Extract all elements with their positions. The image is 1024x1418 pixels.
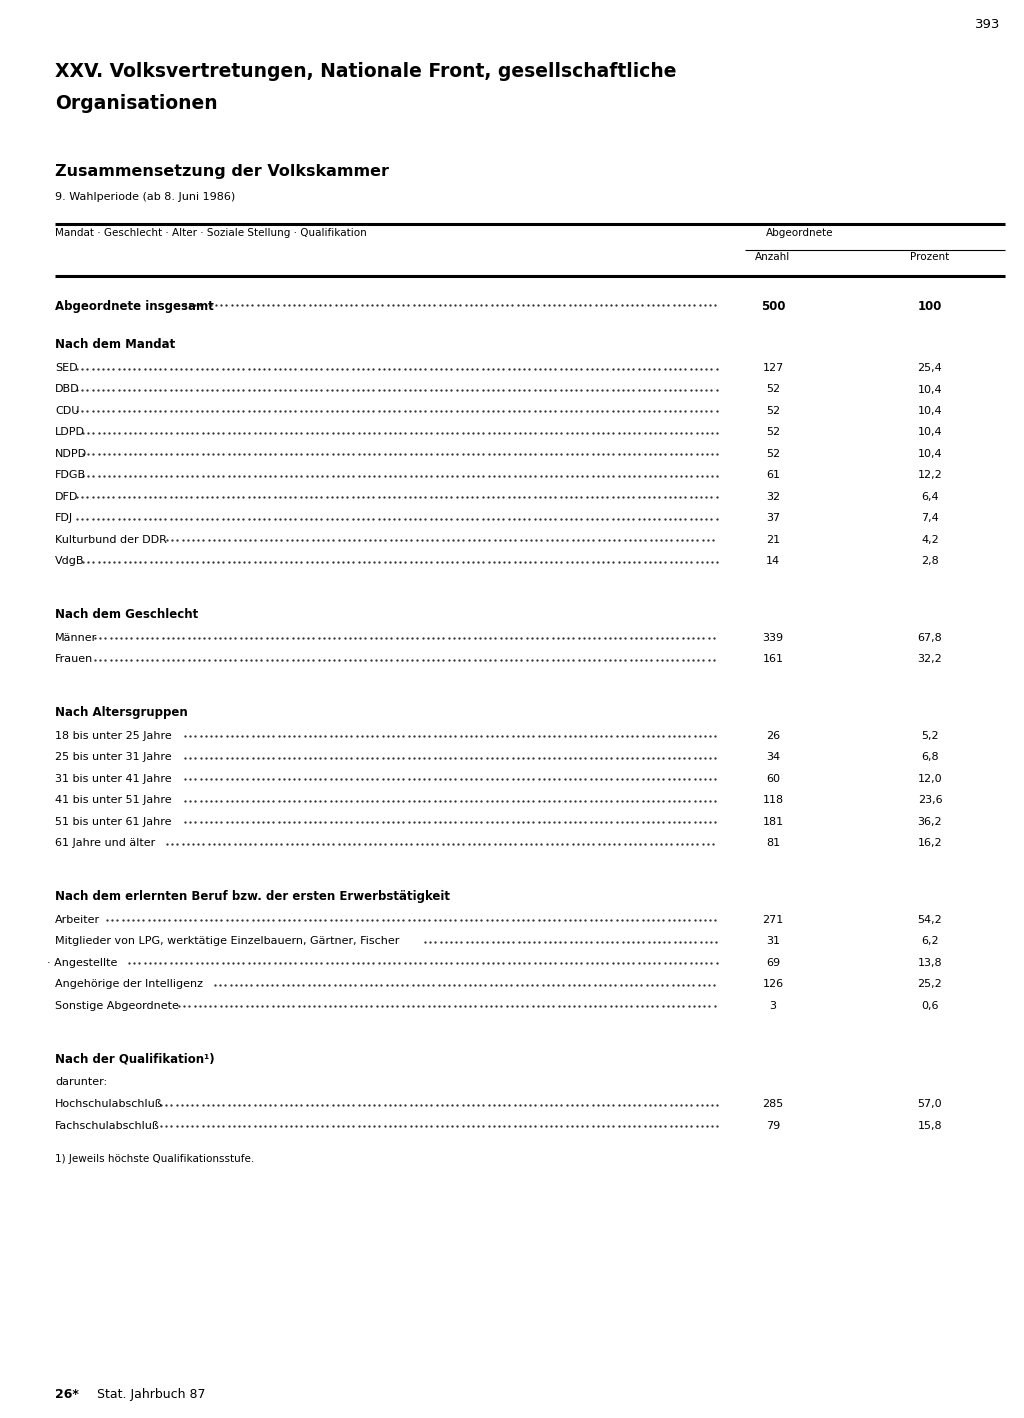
Text: Abgeordnete: Abgeordnete	[766, 228, 834, 238]
Text: 57,0: 57,0	[918, 1099, 942, 1109]
Text: Nach Altersgruppen: Nach Altersgruppen	[55, 706, 187, 719]
Text: 23,6: 23,6	[918, 795, 942, 805]
Text: 10,4: 10,4	[918, 384, 942, 394]
Text: 52: 52	[766, 406, 780, 415]
Text: Männer: Männer	[55, 632, 97, 642]
Text: 7,4: 7,4	[922, 513, 939, 523]
Text: darunter:: darunter:	[55, 1078, 108, 1088]
Text: Zusammensetzung der Volkskammer: Zusammensetzung der Volkskammer	[55, 164, 389, 179]
Text: SED: SED	[55, 363, 78, 373]
Text: 6,4: 6,4	[922, 492, 939, 502]
Text: NDPD: NDPD	[55, 450, 87, 459]
Text: 61: 61	[766, 471, 780, 481]
Text: 13,8: 13,8	[918, 959, 942, 968]
Text: 25,4: 25,4	[918, 363, 942, 373]
Text: 36,2: 36,2	[918, 817, 942, 827]
Text: 51 bis unter 61 Jahre: 51 bis unter 61 Jahre	[55, 817, 171, 827]
Text: 10,4: 10,4	[918, 406, 942, 415]
Text: Arbeiter: Arbeiter	[55, 915, 100, 925]
Text: VdgB: VdgB	[55, 556, 85, 567]
Text: 285: 285	[763, 1099, 783, 1109]
Text: XXV. Volksvertretungen, Nationale Front, gesellschaftliche: XXV. Volksvertretungen, Nationale Front,…	[55, 62, 677, 81]
Text: 0,6: 0,6	[922, 1001, 939, 1011]
Text: 4,2: 4,2	[922, 535, 939, 545]
Text: Mandat · Geschlecht · Alter · Soziale Stellung · Qualifikation: Mandat · Geschlecht · Alter · Soziale St…	[55, 228, 367, 238]
Text: 52: 52	[766, 384, 780, 394]
Text: 14: 14	[766, 556, 780, 567]
Text: Nach der Qualifikation¹): Nach der Qualifikation¹)	[55, 1052, 215, 1065]
Text: Angehörige der Intelligenz: Angehörige der Intelligenz	[55, 980, 203, 990]
Text: 500: 500	[761, 301, 785, 313]
Text: 339: 339	[763, 632, 783, 642]
Text: Stat. Jahrbuch 87: Stat. Jahrbuch 87	[97, 1388, 206, 1401]
Text: DBD: DBD	[55, 384, 80, 394]
Text: 12,2: 12,2	[918, 471, 942, 481]
Text: Sonstige Abgeordnete: Sonstige Abgeordnete	[55, 1001, 179, 1011]
Text: 31: 31	[766, 936, 780, 946]
Text: Nach dem Mandat: Nach dem Mandat	[55, 337, 175, 352]
Text: 181: 181	[763, 817, 783, 827]
Text: 69: 69	[766, 959, 780, 968]
Text: 60: 60	[766, 774, 780, 784]
Text: 41 bis unter 51 Jahre: 41 bis unter 51 Jahre	[55, 795, 172, 805]
Text: 5,2: 5,2	[922, 732, 939, 742]
Text: 79: 79	[766, 1122, 780, 1132]
Text: 61 Jahre und älter: 61 Jahre und älter	[55, 838, 156, 848]
Text: 1) Jeweils höchste Qualifikationsstufe.: 1) Jeweils höchste Qualifikationsstufe.	[55, 1154, 254, 1164]
Text: Anzahl: Anzahl	[756, 252, 791, 262]
Text: FDJ: FDJ	[55, 513, 73, 523]
Text: Kulturbund der DDR: Kulturbund der DDR	[55, 535, 167, 545]
Text: 6,8: 6,8	[922, 753, 939, 763]
Text: LDPD: LDPD	[55, 427, 85, 438]
Text: 3: 3	[769, 1001, 776, 1011]
Text: 12,0: 12,0	[918, 774, 942, 784]
Text: 81: 81	[766, 838, 780, 848]
Text: 118: 118	[763, 795, 783, 805]
Text: 10,4: 10,4	[918, 427, 942, 438]
Text: 393: 393	[975, 18, 1000, 31]
Text: 25 bis unter 31 Jahre: 25 bis unter 31 Jahre	[55, 753, 172, 763]
Text: 126: 126	[763, 980, 783, 990]
Text: 271: 271	[763, 915, 783, 925]
Text: 26: 26	[766, 732, 780, 742]
Text: CDU: CDU	[55, 406, 80, 415]
Text: 6,2: 6,2	[922, 936, 939, 946]
Text: 2,8: 2,8	[922, 556, 939, 567]
Text: 34: 34	[766, 753, 780, 763]
Text: 52: 52	[766, 427, 780, 438]
Text: 21: 21	[766, 535, 780, 545]
Text: 67,8: 67,8	[918, 632, 942, 642]
Text: Frauen: Frauen	[55, 655, 93, 665]
Text: 127: 127	[763, 363, 783, 373]
Text: 18 bis unter 25 Jahre: 18 bis unter 25 Jahre	[55, 732, 172, 742]
Text: 31 bis unter 41 Jahre: 31 bis unter 41 Jahre	[55, 774, 172, 784]
Text: 25,2: 25,2	[918, 980, 942, 990]
Text: 54,2: 54,2	[918, 915, 942, 925]
Text: Abgeordnete insgesamt: Abgeordnete insgesamt	[55, 301, 214, 313]
Text: 16,2: 16,2	[918, 838, 942, 848]
Text: 32: 32	[766, 492, 780, 502]
Text: 100: 100	[918, 301, 942, 313]
Text: FDGB: FDGB	[55, 471, 86, 481]
Text: · Angestellte: · Angestellte	[47, 959, 118, 968]
Text: Nach dem erlernten Beruf bzw. der ersten Erwerbstätigkeit: Nach dem erlernten Beruf bzw. der ersten…	[55, 891, 450, 903]
Text: 161: 161	[763, 655, 783, 665]
Text: Nach dem Geschlecht: Nach dem Geschlecht	[55, 608, 199, 621]
Text: 52: 52	[766, 450, 780, 459]
Text: Fachschulabschluß: Fachschulabschluß	[55, 1122, 160, 1132]
Text: 37: 37	[766, 513, 780, 523]
Text: 26*: 26*	[55, 1388, 79, 1401]
Text: 9. Wahlperiode (ab 8. Juni 1986): 9. Wahlperiode (ab 8. Juni 1986)	[55, 191, 236, 201]
Text: 32,2: 32,2	[918, 655, 942, 665]
Text: 10,4: 10,4	[918, 450, 942, 459]
Text: DFD: DFD	[55, 492, 79, 502]
Text: Hochschulabschluß: Hochschulabschluß	[55, 1099, 163, 1109]
Text: 15,8: 15,8	[918, 1122, 942, 1132]
Text: Mitglieder von LPG, werktätige Einzelbauern, Gärtner, Fischer: Mitglieder von LPG, werktätige Einzelbau…	[55, 936, 399, 946]
Text: Prozent: Prozent	[910, 252, 949, 262]
Text: Organisationen: Organisationen	[55, 94, 218, 113]
